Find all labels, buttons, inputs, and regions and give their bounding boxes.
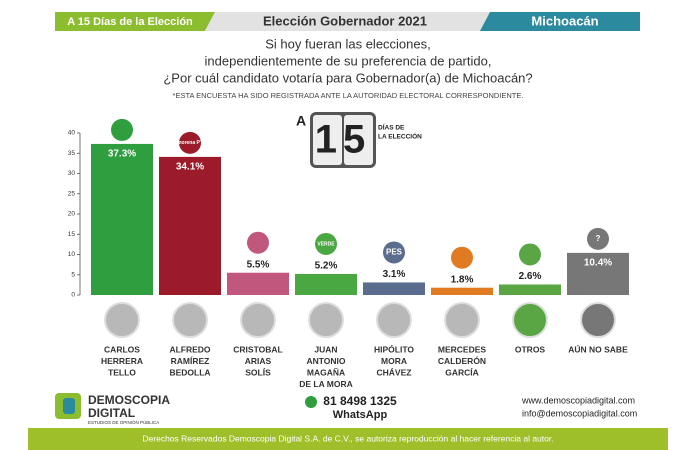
bar xyxy=(295,273,357,295)
party-logo-label: morena PT xyxy=(177,140,203,146)
bar xyxy=(227,272,289,295)
candidate-photo xyxy=(308,302,344,338)
y-tick-label: 35 xyxy=(68,150,76,157)
value-label: 1.8% xyxy=(451,274,474,285)
value-label: 10.4% xyxy=(584,258,612,269)
logo-mark xyxy=(63,398,75,414)
value-label: 2.6% xyxy=(519,271,542,282)
logo-text: DIGITAL xyxy=(88,406,135,420)
phone: 81 8498 1325 xyxy=(323,394,397,408)
candidate-name: OTROS xyxy=(515,344,546,354)
value-label: 5.5% xyxy=(247,259,270,270)
candidate-name: CALDERÓN xyxy=(438,355,486,366)
bar xyxy=(499,284,561,295)
candidate-photo xyxy=(580,302,616,338)
party-logo xyxy=(519,243,541,266)
whatsapp-icon xyxy=(305,396,317,408)
party-logo xyxy=(587,227,609,250)
note: *ESTA ENCUESTA HA SIDO REGISTRADA ANTE L… xyxy=(173,91,524,100)
candidate-name: CRISTOBAL xyxy=(233,344,282,354)
y-tick-label: 25 xyxy=(68,190,76,197)
candidate-photo xyxy=(444,302,480,338)
y-tick-label: 5 xyxy=(71,271,75,278)
logo-tagline: ESTUDIOS DE OPINIÓN PÚBLICA xyxy=(88,419,159,425)
question-line: independientemente de su preferencia de … xyxy=(205,53,492,68)
value-label: 3.1% xyxy=(383,269,406,280)
candidate-photo xyxy=(104,302,140,338)
question-line: Si hoy fueran las elecciones, xyxy=(265,36,430,51)
header-right: Michoacán xyxy=(531,13,598,28)
candidate-name: MAGAÑA xyxy=(307,367,345,377)
candidate-photo xyxy=(240,302,276,338)
countdown-caption: DÍAS DE xyxy=(378,123,405,132)
header-title: Elección Gobernador 2021 xyxy=(263,13,427,28)
bar xyxy=(91,143,153,295)
party-logo-label: PES xyxy=(386,248,403,257)
candidate-name: MERCEDES xyxy=(438,344,487,354)
candidate-name: JUAN xyxy=(314,344,337,354)
header-left-banner xyxy=(55,12,215,31)
candidate-photo xyxy=(512,302,548,338)
website: www.demoscopiadigital.com xyxy=(521,395,635,405)
candidate-name: ALFREDO xyxy=(169,344,210,354)
bar xyxy=(363,282,425,295)
party-logo xyxy=(111,118,133,141)
header-center-banner xyxy=(205,12,490,31)
candidate-photo xyxy=(376,302,412,338)
header-right-banner xyxy=(480,12,640,31)
header-left: A 15 Días de la Elección xyxy=(67,16,193,28)
value-label: 5.2% xyxy=(315,261,338,272)
candidate-name: BEDOLLA xyxy=(169,367,210,377)
party-logo xyxy=(383,241,405,264)
y-tick-label: 30 xyxy=(68,170,76,177)
countdown-caption: LA ELECCIÓN xyxy=(378,132,422,141)
candidate-name: AÚN NO SABE xyxy=(568,343,628,354)
value-label: 34.1% xyxy=(176,162,204,173)
logo-text: DEMOSCOPIA xyxy=(88,393,170,407)
copyright: Derechos Reservados Demoscopia Digital S… xyxy=(142,433,553,443)
bar xyxy=(159,156,221,295)
party-logo xyxy=(451,246,473,269)
candidate-name: DE LA MORA xyxy=(299,379,353,389)
countdown-digit-box xyxy=(344,115,373,165)
candidate-name: ANTONIO xyxy=(306,356,345,366)
y-tick-label: 10 xyxy=(68,251,76,258)
candidate-name: ARIAS xyxy=(245,356,272,366)
y-tick-label: 40 xyxy=(68,130,76,137)
candidate-name: GARCÍA xyxy=(445,367,479,377)
bar xyxy=(431,287,493,295)
party-logo-label: VERDE xyxy=(317,241,335,247)
y-tick-label: 20 xyxy=(68,211,76,218)
countdown-prefix: A xyxy=(296,113,306,129)
candidate-name: RAMÍREZ xyxy=(171,356,210,366)
candidate-name: TELLO xyxy=(108,367,136,377)
email: info@demoscopiadigital.com xyxy=(522,408,637,418)
candidate-name: MORA xyxy=(381,356,407,366)
party-logo xyxy=(247,231,269,254)
question-line: ¿Por cuál candidato votaría para Goberna… xyxy=(163,70,532,85)
candidate-name: SOLÍS xyxy=(245,367,271,377)
party-logo xyxy=(315,232,337,255)
countdown-digit-box xyxy=(313,115,342,165)
party-logo xyxy=(179,131,201,154)
party-logo-label: ? xyxy=(596,234,601,243)
candidate-name: HERRERA xyxy=(101,356,143,366)
footer-bar xyxy=(28,428,668,450)
candidate-photo xyxy=(172,302,208,338)
phone-caption: WhatsApp xyxy=(333,409,388,421)
value-label: 37.3% xyxy=(108,149,136,160)
bar xyxy=(567,252,629,295)
y-tick-label: 0 xyxy=(71,292,75,299)
y-tick-label: 15 xyxy=(68,231,76,238)
candidate-name: CHÁVEZ xyxy=(377,367,412,377)
countdown-number: 15 xyxy=(315,118,372,162)
candidate-name: CARLOS xyxy=(104,344,140,354)
candidate-name: HIPÓLITO xyxy=(374,343,414,354)
